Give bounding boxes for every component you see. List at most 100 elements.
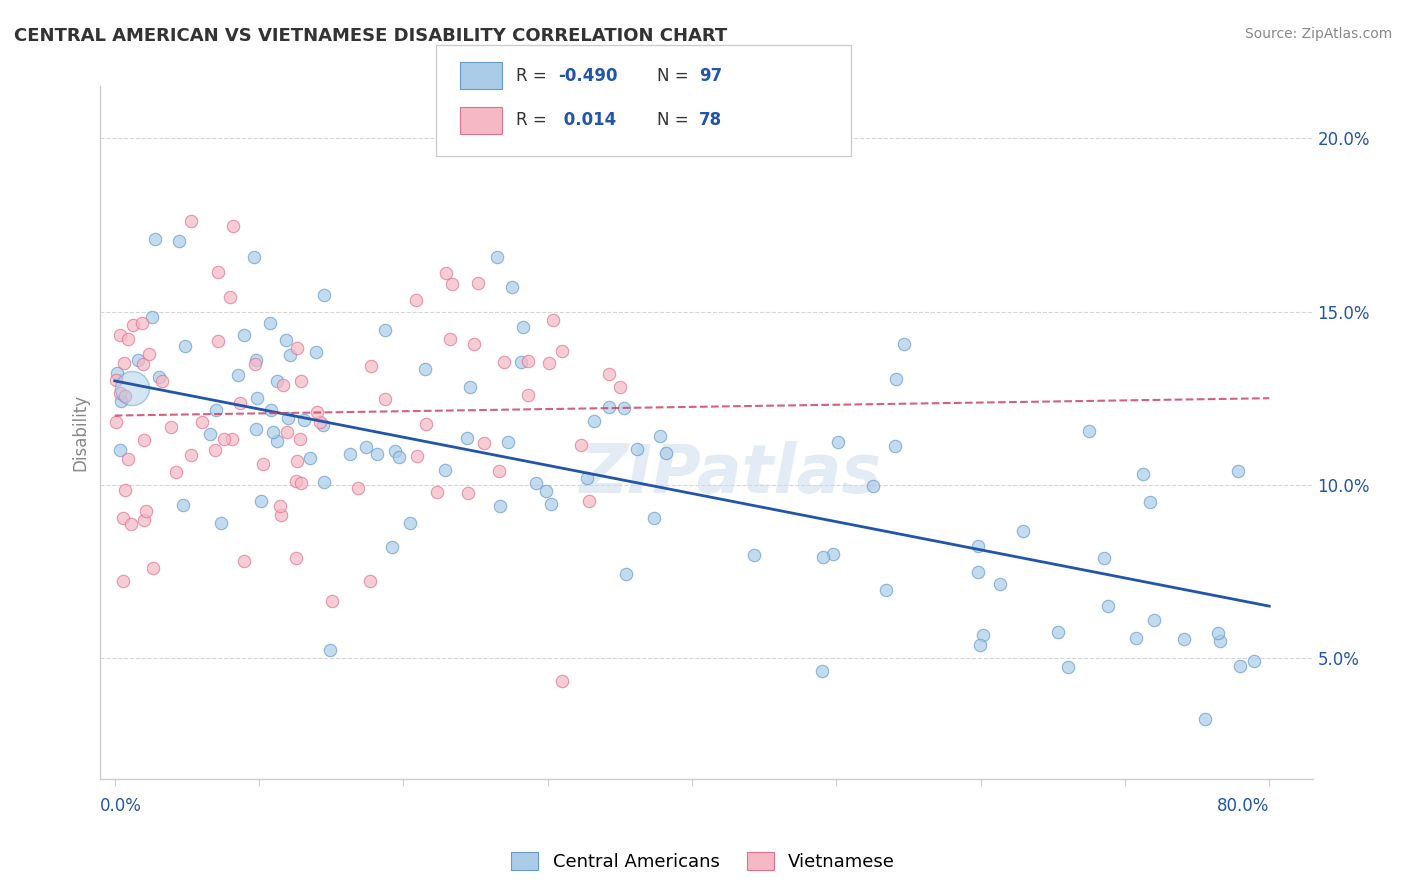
Point — [467, 276, 489, 290]
Point — [112, 511, 135, 525]
Point — [270, 508, 292, 523]
Point — [1097, 599, 1119, 613]
Point — [259, 316, 281, 330]
Point — [582, 414, 605, 428]
Point — [305, 345, 328, 359]
Point — [117, 451, 139, 466]
Point — [229, 396, 252, 410]
Point — [884, 372, 907, 386]
Point — [612, 401, 634, 416]
Point — [252, 457, 274, 471]
Point — [1139, 495, 1161, 509]
Point — [517, 388, 540, 402]
Point — [488, 464, 510, 478]
Point — [1012, 524, 1035, 538]
Point — [132, 513, 155, 527]
Point — [1173, 632, 1195, 646]
Point — [114, 389, 136, 403]
Text: N =: N = — [657, 67, 693, 85]
Point — [458, 380, 481, 394]
Point — [114, 483, 136, 497]
Point — [512, 319, 534, 334]
Point — [540, 497, 562, 511]
Point — [388, 450, 411, 464]
Point — [359, 574, 381, 589]
Point — [180, 449, 202, 463]
Point — [321, 594, 343, 608]
Point — [827, 434, 849, 449]
Point — [285, 474, 308, 488]
Point — [374, 323, 396, 337]
Point — [339, 447, 361, 461]
Point — [609, 379, 631, 393]
Point — [884, 440, 907, 454]
Point — [299, 450, 322, 465]
Point — [1047, 624, 1070, 639]
Point — [117, 332, 139, 346]
Point — [319, 643, 342, 657]
Point — [413, 361, 436, 376]
Point — [1125, 631, 1147, 645]
Point — [501, 280, 523, 294]
Point — [180, 214, 202, 228]
Point — [966, 539, 988, 553]
Point — [260, 402, 283, 417]
Point — [274, 333, 297, 347]
Point — [1226, 464, 1249, 478]
Point — [169, 234, 191, 248]
Point — [108, 443, 131, 458]
Point — [1056, 659, 1078, 673]
Text: ZIPatlas: ZIPatlas — [579, 442, 882, 508]
Point — [441, 277, 464, 291]
Point — [616, 567, 638, 582]
Point — [226, 368, 249, 383]
Point — [655, 446, 678, 460]
Point — [541, 312, 564, 326]
Point — [105, 373, 128, 387]
Point — [1077, 425, 1099, 439]
Point — [245, 421, 267, 435]
Point — [246, 391, 269, 405]
Point — [135, 503, 157, 517]
Point — [121, 381, 143, 395]
Point — [207, 334, 229, 348]
Point — [142, 561, 165, 575]
Point — [312, 418, 335, 433]
Point — [108, 386, 131, 401]
Point — [143, 232, 166, 246]
Point — [110, 327, 132, 342]
Point — [576, 471, 599, 485]
Point — [266, 434, 288, 448]
Point — [305, 405, 328, 419]
Point — [232, 327, 254, 342]
Point — [222, 219, 245, 234]
Point — [232, 554, 254, 568]
Point — [243, 250, 266, 264]
Point — [1209, 633, 1232, 648]
Point — [823, 548, 845, 562]
Point — [366, 447, 388, 461]
Point — [492, 355, 515, 369]
Point — [569, 437, 592, 451]
Point — [598, 400, 620, 414]
Point — [112, 356, 135, 370]
Point — [510, 355, 533, 369]
Point — [485, 250, 508, 264]
Point — [110, 393, 132, 408]
Point — [174, 339, 197, 353]
Point — [165, 465, 187, 479]
Text: N =: N = — [657, 112, 693, 129]
Point — [105, 415, 128, 429]
Point — [399, 516, 422, 530]
Point — [191, 415, 214, 429]
Text: CENTRAL AMERICAN VS VIETNAMESE DISABILITY CORRELATION CHART: CENTRAL AMERICAN VS VIETNAMESE DISABILIT… — [14, 27, 727, 45]
Point — [972, 628, 994, 642]
Point — [489, 499, 512, 513]
Point — [405, 293, 427, 307]
Point — [643, 511, 665, 525]
Point — [862, 479, 884, 493]
Text: 97: 97 — [699, 67, 723, 85]
Point — [875, 582, 897, 597]
Point — [648, 429, 671, 443]
Point — [457, 485, 479, 500]
